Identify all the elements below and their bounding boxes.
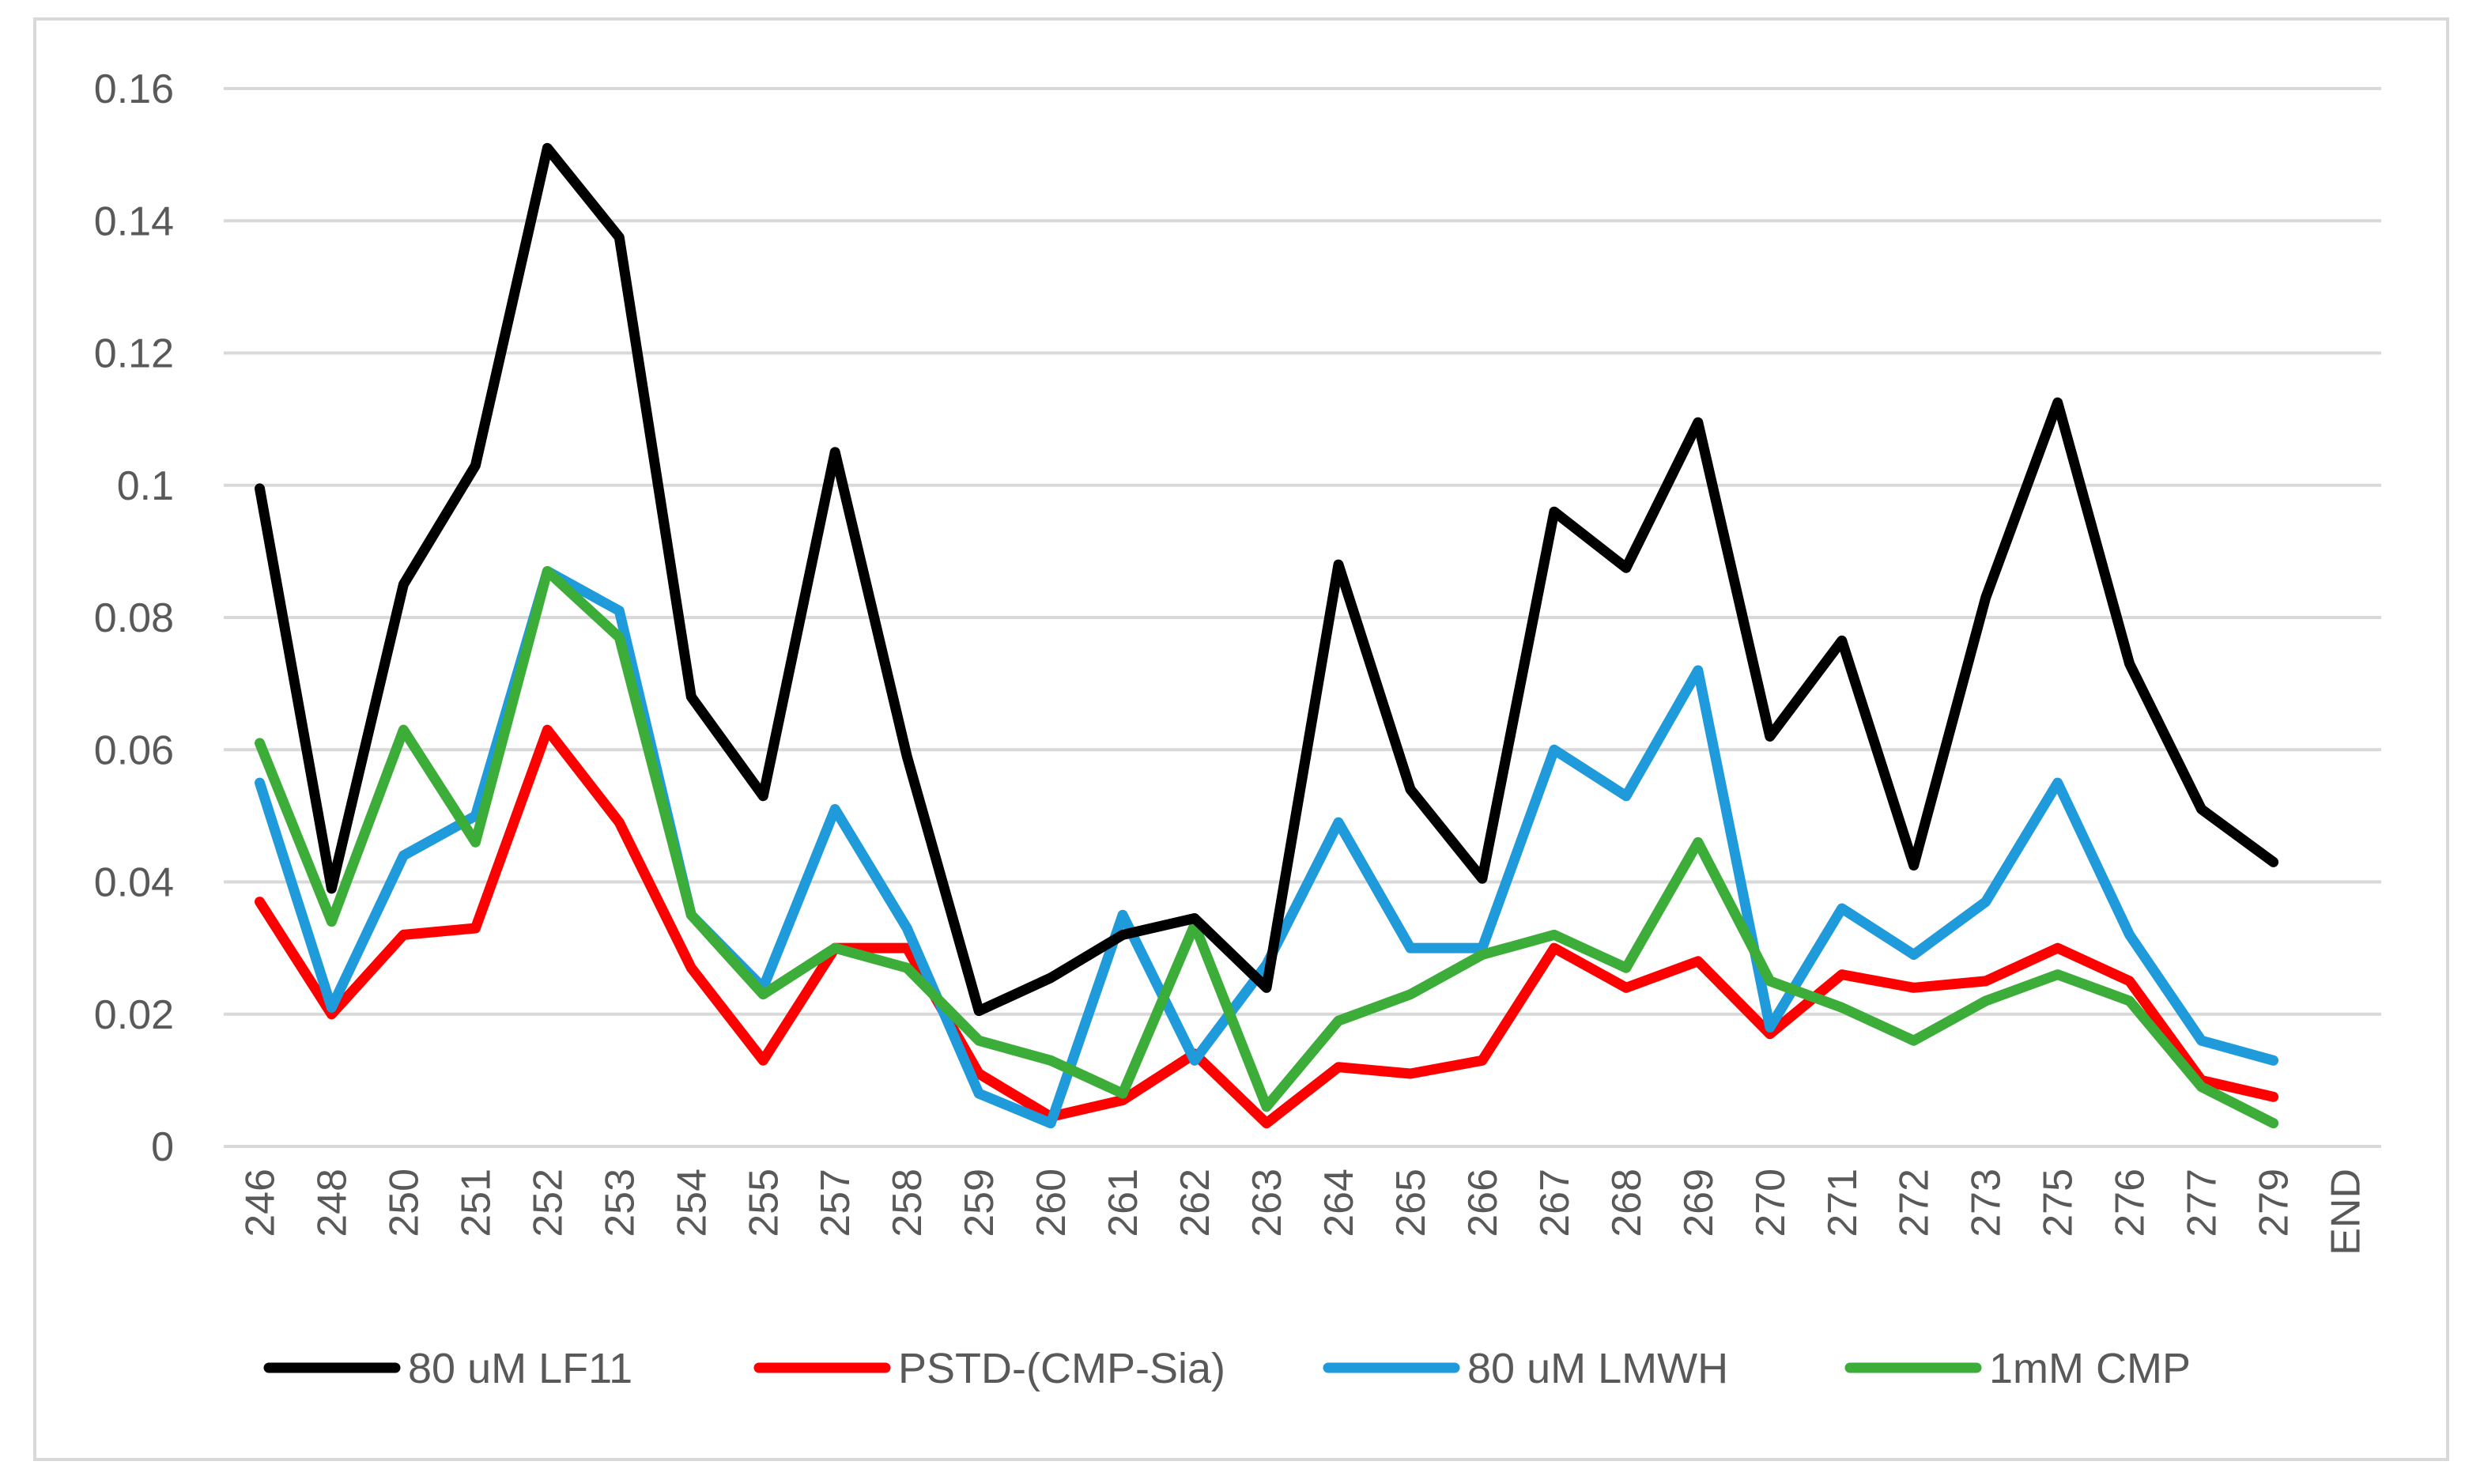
x-tick-label: 264 bbox=[1316, 1169, 1362, 1237]
x-tick-label: 269 bbox=[1676, 1169, 1722, 1237]
chart-frame bbox=[33, 17, 2449, 1461]
legend-label-1: 80 uM LF11 bbox=[408, 1345, 632, 1392]
x-tick-label: 246 bbox=[237, 1169, 283, 1237]
legend-label-2: PSTD-(CMP-Sia) bbox=[898, 1345, 1225, 1392]
x-tick-label: 252 bbox=[525, 1169, 571, 1237]
x-tick-label: END bbox=[2324, 1169, 2369, 1256]
series-line-1 bbox=[255, 142, 2279, 1017]
x-tick-label: 279 bbox=[2252, 1169, 2297, 1237]
x-tick-label: 258 bbox=[885, 1169, 931, 1237]
x-tick-label: 254 bbox=[669, 1169, 715, 1237]
x-tick-label: 277 bbox=[2180, 1169, 2225, 1237]
x-tick-label: 271 bbox=[1820, 1169, 1866, 1237]
x-axis-ticks: 246 248 250 251 252 253 254 255 257 258 259 260 261 2… bbox=[237, 1169, 2369, 1256]
x-tick-label: 272 bbox=[1892, 1169, 1938, 1237]
gridlines bbox=[224, 87, 2381, 1148]
x-tick-label: 270 bbox=[1748, 1169, 1794, 1237]
y-tick-label: 0.08 bbox=[94, 595, 174, 641]
x-tick-label: 263 bbox=[1244, 1169, 1290, 1237]
x-tick-label: 266 bbox=[1460, 1169, 1506, 1237]
series-line-2 bbox=[255, 724, 2279, 1129]
y-tick-label: 0.12 bbox=[94, 331, 174, 377]
x-tick-label: 253 bbox=[597, 1169, 643, 1237]
x-tick-label: 265 bbox=[1388, 1169, 1434, 1237]
x-tick-label: 273 bbox=[1964, 1169, 2010, 1237]
y-tick-label: 0.06 bbox=[94, 727, 174, 773]
series-lines bbox=[255, 142, 2279, 1129]
series-line-4 bbox=[255, 566, 2279, 1129]
legend: 80 uM LF11 PSTD-(CMP-Sia) 80 uM LMWH 1mM CM… bbox=[263, 1345, 2191, 1392]
x-tick-label: 262 bbox=[1172, 1169, 1218, 1237]
y-tick-label: 0.04 bbox=[94, 860, 174, 906]
y-tick-label: 0 bbox=[151, 1124, 174, 1170]
y-tick-label: 0.16 bbox=[94, 66, 174, 112]
x-tick-label: 251 bbox=[453, 1169, 499, 1237]
x-tick-label: 261 bbox=[1100, 1169, 1146, 1237]
x-tick-label: 255 bbox=[741, 1169, 787, 1237]
y-axis-ticks: 0 0.02 0.04 0.06 0.08 0.1 0.12 0.14 0.16 bbox=[94, 66, 174, 1170]
x-tick-label: 276 bbox=[2108, 1169, 2154, 1237]
x-tick-label: 260 bbox=[1029, 1169, 1074, 1237]
y-tick-label: 0.1 bbox=[117, 463, 174, 509]
legend-label-3: 80 uM LMWH bbox=[1467, 1345, 1728, 1392]
legend-label-4: 1mM CMP bbox=[1989, 1345, 2191, 1392]
x-tick-label: 275 bbox=[2036, 1169, 2082, 1237]
y-tick-label: 0.02 bbox=[94, 992, 174, 1038]
x-tick-label: 267 bbox=[1532, 1169, 1578, 1237]
x-tick-label: 259 bbox=[957, 1169, 1002, 1237]
x-tick-label: 257 bbox=[813, 1169, 859, 1237]
y-tick-label: 0.14 bbox=[94, 198, 174, 244]
x-tick-label: 250 bbox=[381, 1169, 427, 1237]
x-tick-label: 248 bbox=[309, 1169, 355, 1237]
x-tick-label: 268 bbox=[1604, 1169, 1650, 1237]
